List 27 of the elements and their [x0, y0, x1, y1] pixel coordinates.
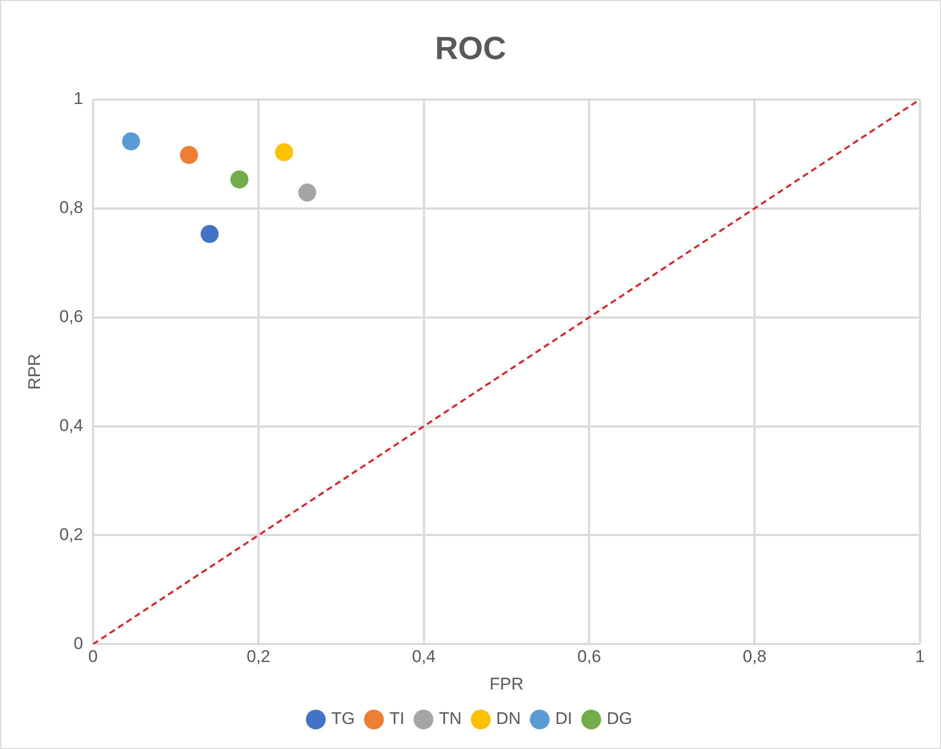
point: [275, 143, 294, 162]
y-tick-label: 0,8: [59, 198, 84, 218]
legend-label: TG: [331, 709, 355, 728]
x-tick-label: 1: [915, 647, 925, 666]
point: [230, 170, 248, 188]
y-axis-title: RPR: [24, 354, 44, 390]
y-tick-label: 0,2: [59, 524, 84, 544]
point: [298, 184, 316, 202]
x-tick-label: 0: [88, 647, 98, 666]
legend-label: DI: [555, 709, 572, 728]
legend-label: DG: [606, 709, 632, 728]
point: [200, 224, 219, 243]
y-tick-label: 1: [74, 89, 84, 108]
point: [180, 146, 198, 164]
x-axis-title: FPR: [490, 674, 524, 694]
x-tick-label: 0,6: [577, 647, 602, 666]
chart-title: ROC: [434, 30, 506, 66]
x-tick-label: 0,2: [246, 647, 270, 666]
y-tick-label: 0: [74, 634, 84, 653]
point: [122, 132, 140, 150]
x-tick-label: 0,4: [412, 647, 436, 666]
y-tick-label: 0,6: [59, 307, 84, 326]
x-tick-label: 0,8: [742, 647, 766, 666]
legend-label: DN: [496, 709, 521, 728]
legend-label: TN: [439, 709, 462, 728]
y-tick-label: 0,4: [59, 416, 84, 435]
legend-label: TI: [389, 709, 404, 728]
